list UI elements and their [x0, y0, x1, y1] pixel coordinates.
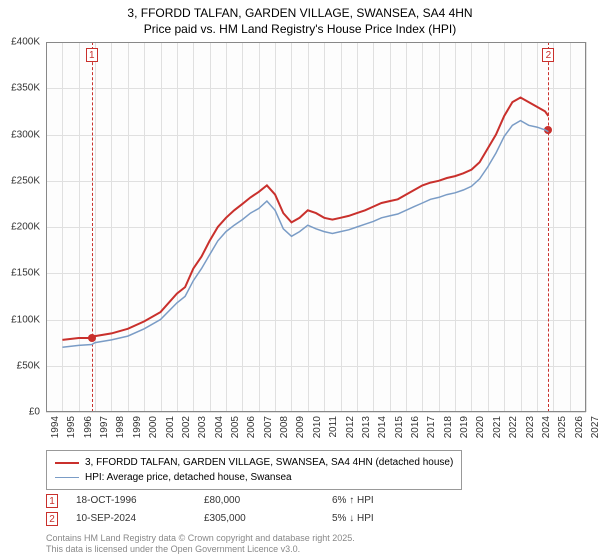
x-tick-label: 2001	[165, 416, 176, 438]
x-tick-label: 2011	[328, 416, 339, 438]
copyright-line-1: Contains HM Land Registry data © Crown c…	[46, 533, 355, 545]
gridline-v	[586, 42, 587, 412]
legend-label: 3, FFORDD TALFAN, GARDEN VILLAGE, SWANSE…	[85, 455, 453, 470]
x-tick-label: 1999	[132, 416, 143, 438]
x-tick-label: 2016	[410, 416, 421, 438]
x-tick-label: 2018	[443, 416, 454, 438]
y-tick-label: £150K	[11, 268, 40, 279]
price-cell: £305,000	[204, 510, 314, 528]
copyright-line-2: This data is licensed under the Open Gov…	[46, 544, 355, 556]
y-tick-label: £200K	[11, 222, 40, 233]
y-tick-label: £50K	[17, 360, 40, 371]
x-tick-label: 1998	[115, 416, 126, 438]
legend-item-hpi: HPI: Average price, detached house, Swan…	[55, 470, 453, 485]
title-line-2: Price paid vs. HM Land Registry's House …	[0, 22, 600, 38]
title-line-1: 3, FFORDD TALFAN, GARDEN VILLAGE, SWANSE…	[0, 6, 600, 22]
table-row: 2 10-SEP-2024 £305,000 5% ↓ HPI	[46, 510, 442, 528]
change-cell: 5% ↓ HPI	[332, 510, 442, 528]
change-cell: 6% ↑ HPI	[332, 492, 442, 510]
x-tick-label: 2021	[492, 416, 503, 438]
table-row: 1 18-OCT-1996 £80,000 6% ↑ HPI	[46, 492, 442, 510]
title-block: 3, FFORDD TALFAN, GARDEN VILLAGE, SWANSE…	[0, 0, 600, 37]
x-tick-label: 2022	[508, 416, 519, 438]
legend: 3, FFORDD TALFAN, GARDEN VILLAGE, SWANSE…	[46, 450, 462, 490]
copyright: Contains HM Land Registry data © Crown c…	[46, 533, 355, 556]
chart-container: 3, FFORDD TALFAN, GARDEN VILLAGE, SWANSE…	[0, 0, 600, 560]
x-tick-label: 2009	[295, 416, 306, 438]
x-tick-label: 2003	[197, 416, 208, 438]
y-tick-label: £250K	[11, 175, 40, 186]
x-tick-label: 1995	[66, 416, 77, 438]
x-tick-label: 2027	[590, 416, 600, 438]
y-tick-label: £100K	[11, 314, 40, 325]
x-tick-label: 1994	[50, 416, 61, 438]
x-tick-label: 2014	[377, 416, 388, 438]
x-tick-label: 2026	[574, 416, 585, 438]
legend-swatch	[55, 477, 79, 479]
transaction-table: 1 18-OCT-1996 £80,000 6% ↑ HPI 2 10-SEP-…	[46, 492, 442, 528]
x-tick-label: 2019	[459, 416, 470, 438]
gridline-h	[46, 412, 586, 413]
x-tick-label: 2006	[246, 416, 257, 438]
series-hpi	[62, 121, 548, 348]
legend-item-price-paid: 3, FFORDD TALFAN, GARDEN VILLAGE, SWANSE…	[55, 455, 453, 470]
chart-area: £0£50K£100K£150K£200K£250K£300K£350K£400…	[46, 42, 586, 412]
x-tick-label: 2012	[345, 416, 356, 438]
series-price_paid	[62, 98, 548, 340]
date-cell: 10-SEP-2024	[76, 510, 186, 528]
line-series	[46, 42, 586, 412]
x-tick-label: 2017	[426, 416, 437, 438]
date-cell: 18-OCT-1996	[76, 492, 186, 510]
x-tick-label: 2013	[361, 416, 372, 438]
legend-swatch	[55, 462, 79, 464]
x-tick-label: 1996	[83, 416, 94, 438]
x-tick-label: 2025	[557, 416, 568, 438]
y-tick-label: £0	[29, 407, 40, 418]
x-tick-label: 2020	[475, 416, 486, 438]
x-tick-label: 2007	[263, 416, 274, 438]
x-tick-label: 2002	[181, 416, 192, 438]
x-tick-label: 2024	[541, 416, 552, 438]
y-tick-label: £400K	[11, 37, 40, 48]
y-tick-label: £300K	[11, 129, 40, 140]
x-tick-label: 2015	[394, 416, 405, 438]
x-tick-label: 1997	[99, 416, 110, 438]
x-tick-label: 2023	[525, 416, 536, 438]
x-tick-label: 2008	[279, 416, 290, 438]
marker-icon: 1	[46, 494, 58, 508]
y-tick-label: £350K	[11, 83, 40, 94]
marker-icon: 2	[46, 512, 58, 526]
x-tick-label: 2000	[148, 416, 159, 438]
price-cell: £80,000	[204, 492, 314, 510]
x-tick-label: 2010	[312, 416, 323, 438]
x-tick-label: 2005	[230, 416, 241, 438]
x-tick-label: 2004	[214, 416, 225, 438]
legend-label: HPI: Average price, detached house, Swan…	[85, 470, 292, 485]
